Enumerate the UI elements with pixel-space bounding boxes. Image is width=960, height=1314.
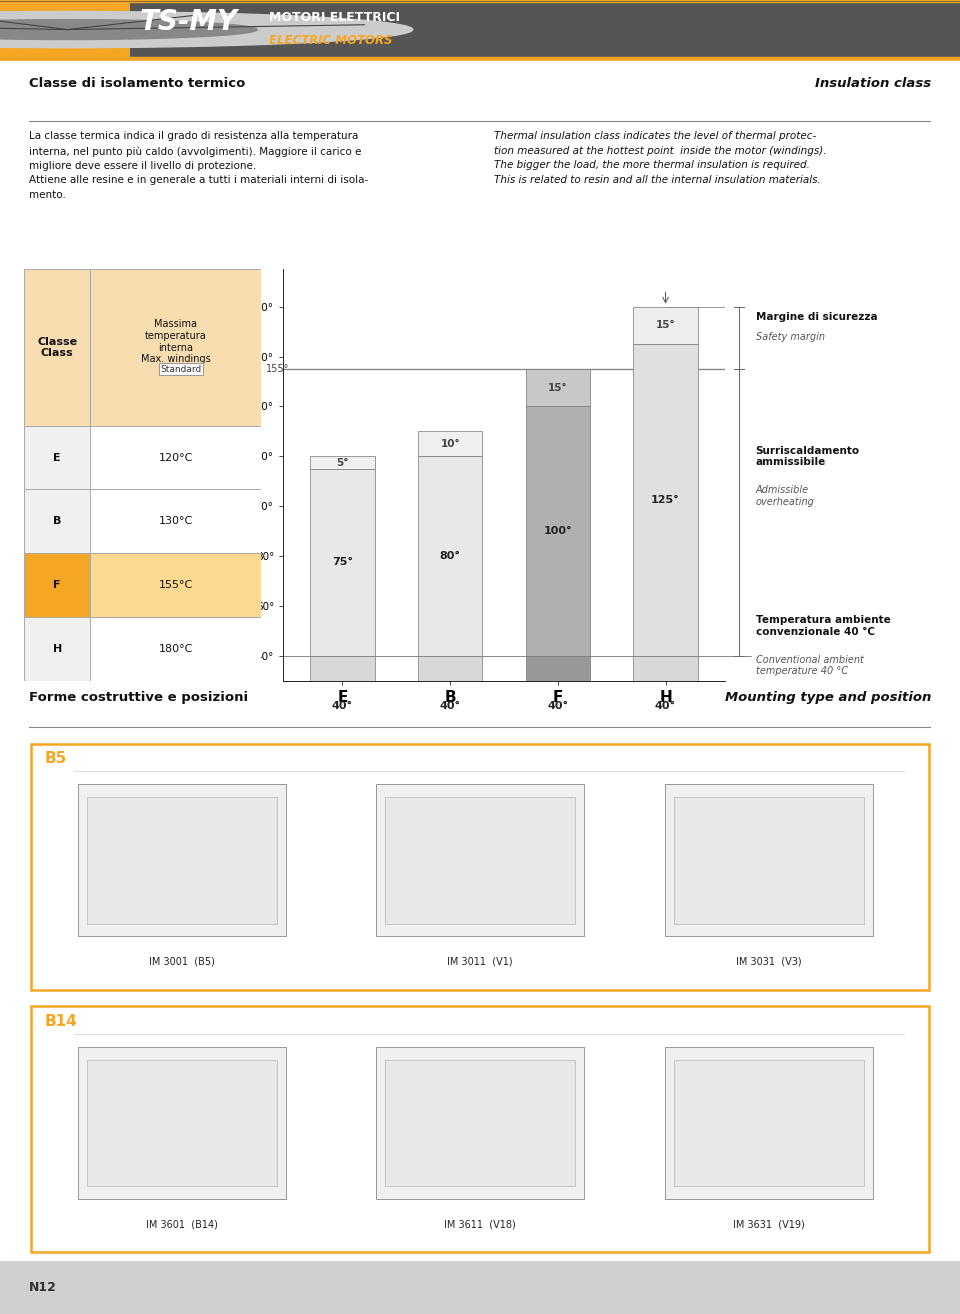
Text: IM 3011  (V1): IM 3011 (V1) [447,957,513,967]
Text: N12: N12 [29,1281,57,1294]
Text: Thermal insulation class indicates the level of thermal protec-
tion measured at: Thermal insulation class indicates the l… [493,131,826,184]
Text: IM 3611  (V18): IM 3611 (V18) [444,1219,516,1230]
Bar [634,656,698,756]
Text: 40°: 40° [440,700,461,711]
Text: Insulation class: Insulation class [815,76,931,89]
Bar [665,1047,873,1200]
Text: H: H [53,644,61,654]
Text: Forme costruttive e posizioni: Forme costruttive e posizioni [29,691,248,704]
Bar [90,489,261,553]
Text: TS-MY: TS-MY [139,8,237,37]
Bar [665,784,873,937]
Text: Admissible
overheating: Admissible overheating [756,485,814,507]
Bar [90,553,261,616]
Bar [310,656,374,756]
Text: IM 3001  (B5): IM 3001 (B5) [149,957,215,967]
Bar [310,456,374,469]
Text: F: F [54,579,60,590]
Bar [87,1059,277,1187]
Bar [525,406,590,656]
Text: La classe termica indica il grado di resistenza alla temperatura
interna, nel pu: La classe termica indica il grado di res… [29,131,368,200]
Bar [634,344,698,656]
Bar [525,656,590,756]
Bar [79,784,286,937]
Bar [24,269,90,426]
Bar [79,1047,286,1200]
Text: IM 3031  (V3): IM 3031 (V3) [736,957,802,967]
Text: Surriscaldamento
ammissibile: Surriscaldamento ammissibile [756,445,859,466]
Text: B5: B5 [45,752,67,766]
Text: Mounting type and position: Mounting type and position [725,691,931,704]
Text: 120°C: 120°C [158,452,193,463]
Bar [674,1059,864,1187]
Bar [376,1047,584,1200]
Bar [674,796,864,924]
Text: 180°C: 180°C [158,644,193,654]
Text: 15°: 15° [656,321,676,330]
Text: Conventional ambient
temperature 40 °C: Conventional ambient temperature 40 °C [756,654,863,677]
Bar [418,656,483,756]
FancyBboxPatch shape [31,1007,929,1252]
Text: Classe
Class: Classe Class [37,336,77,359]
Polygon shape [0,12,413,47]
Text: ELECTRIC MOTORS: ELECTRIC MOTORS [269,34,393,47]
Text: Temperatura ambiente
convenzionale 40 °C: Temperatura ambiente convenzionale 40 °C [756,615,890,636]
Text: 100°: 100° [543,526,572,536]
Text: 5°: 5° [336,457,348,468]
Text: 40°: 40° [547,700,568,711]
Polygon shape [0,20,257,39]
Bar [385,1059,575,1187]
Text: E: E [54,452,61,463]
Text: Safety margin: Safety margin [756,331,825,342]
Bar [385,796,575,924]
Text: 40°: 40° [332,700,353,711]
Text: Massima
temperatura
interna
Max. windings
temp.: Massima temperatura interna Max. winding… [141,319,210,376]
Text: 10°: 10° [441,439,460,449]
Text: IM 3601  (B14): IM 3601 (B14) [146,1219,218,1230]
Bar [310,469,374,656]
Bar [90,426,261,489]
Bar [376,784,584,937]
Text: 125°: 125° [651,495,680,505]
Text: 80°: 80° [440,551,461,561]
Text: Classe di isolamento termico: Classe di isolamento termico [29,76,245,89]
Text: 40°: 40° [655,700,676,711]
Bar [0,3,130,57]
Text: IM 3631  (V19): IM 3631 (V19) [732,1219,804,1230]
Bar [24,426,90,489]
Text: 155°: 155° [266,364,289,374]
Text: B14: B14 [45,1014,78,1029]
Bar [634,306,698,344]
Bar [418,456,483,656]
Text: B: B [53,516,61,527]
Bar [24,553,90,616]
Y-axis label: C°: C° [233,463,249,476]
Text: Standard: Standard [160,364,202,373]
Bar [90,616,261,681]
FancyBboxPatch shape [31,744,929,989]
Text: MOTORI ELETTRICI: MOTORI ELETTRICI [269,12,399,24]
Bar [90,269,261,426]
Text: Margine di sicurezza: Margine di sicurezza [756,311,877,322]
Text: 155°C: 155°C [158,579,193,590]
Bar [24,616,90,681]
Text: 15°: 15° [548,382,567,393]
Bar [87,796,277,924]
Text: 75°: 75° [332,557,353,568]
Bar [525,369,590,406]
Text: 130°C: 130°C [158,516,193,527]
Bar [24,489,90,553]
Bar [418,431,483,456]
